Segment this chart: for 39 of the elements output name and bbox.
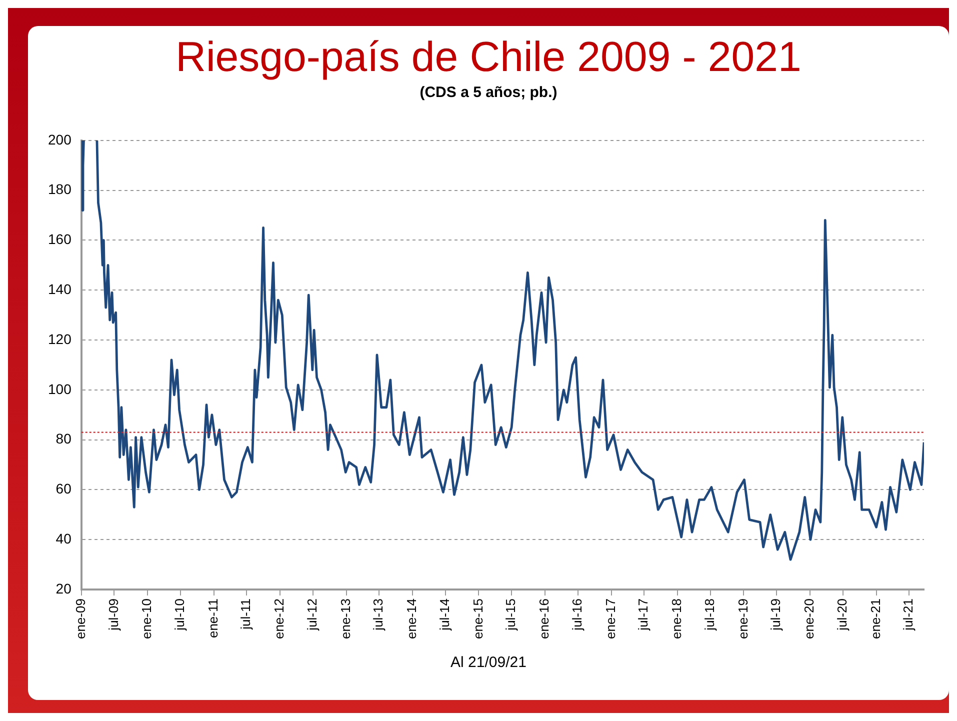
x-tick-label: ene-09 bbox=[72, 598, 88, 640]
x-tick-label: jul-18 bbox=[702, 598, 717, 632]
x-tick-label: jul-11 bbox=[238, 598, 254, 630]
x-tick-label: ene-18 bbox=[669, 598, 684, 640]
x-tick-label: ene-21 bbox=[868, 598, 883, 640]
x-tick-label: jul-21 bbox=[900, 598, 916, 632]
y-tick-label: 200 bbox=[48, 131, 72, 148]
chart-subtitle: (CDS a 5 años; pb.) bbox=[418, 84, 558, 101]
x-tick-label: jul-10 bbox=[172, 598, 187, 632]
x-tick-label: jul-13 bbox=[370, 598, 386, 632]
x-tick-label: jul-12 bbox=[304, 598, 320, 632]
y-tick-label: 140 bbox=[48, 280, 72, 297]
x-tick-label: jul-19 bbox=[768, 598, 784, 632]
y-tick-label: 180 bbox=[48, 181, 72, 198]
x-tick-label: jul-09 bbox=[106, 598, 121, 632]
y-tick-label: 60 bbox=[56, 480, 72, 497]
x-tick-label: ene-17 bbox=[602, 598, 618, 640]
y-tick-label: 160 bbox=[48, 231, 72, 248]
x-tick-label: ene-11 bbox=[205, 598, 220, 638]
x-tick-label: ene-20 bbox=[801, 598, 816, 640]
x-tick-label: ene-15 bbox=[470, 598, 486, 640]
chart-title: Riesgo-país de Chile 2009 - 2021 bbox=[174, 32, 802, 82]
y-tick-label: 80 bbox=[56, 430, 72, 447]
x-tick-label: ene-16 bbox=[536, 598, 552, 640]
x-tick-label: ene-14 bbox=[404, 598, 420, 640]
x-tick-label: ene-19 bbox=[735, 598, 750, 640]
y-tick-label: 20 bbox=[56, 580, 72, 596]
x-tick-label: jul-16 bbox=[570, 598, 585, 632]
x-tick-label: jul-14 bbox=[436, 598, 452, 632]
y-tick-label: 40 bbox=[56, 530, 72, 546]
x-tick-label: ene-13 bbox=[338, 598, 353, 640]
x-tick-label: jul-20 bbox=[834, 598, 850, 632]
y-tick-label: 120 bbox=[48, 330, 72, 347]
x-tick-label: jul-17 bbox=[636, 598, 651, 632]
text: Al 21/09/21 bbox=[450, 654, 528, 671]
y-tick-label: 100 bbox=[48, 380, 72, 397]
x-tick-label: jul-15 bbox=[503, 598, 518, 632]
x-tick-label: ene-12 bbox=[272, 598, 287, 640]
x-tick-label: ene-10 bbox=[139, 598, 154, 640]
